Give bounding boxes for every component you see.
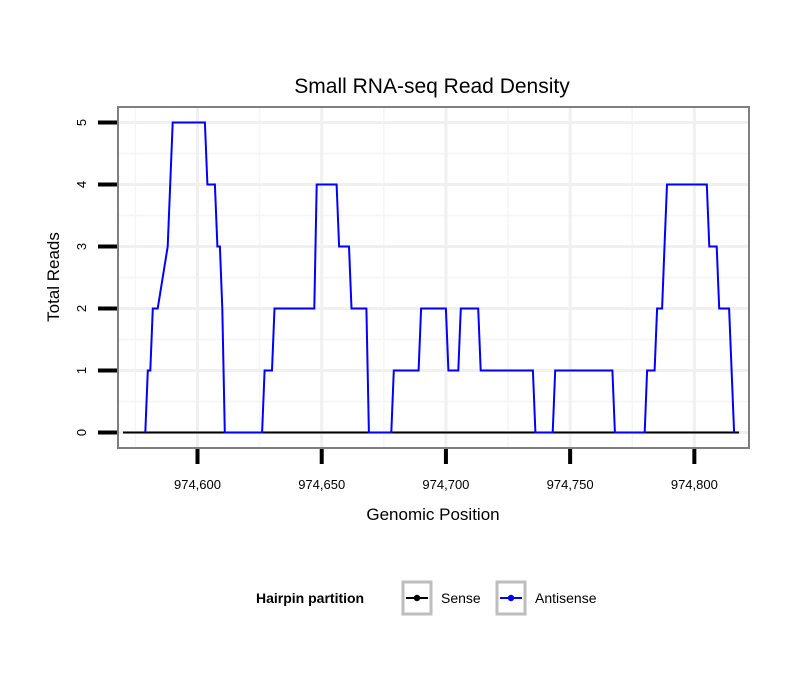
y-tick-label: 3 <box>74 243 89 250</box>
y-tick-label: 2 <box>74 305 89 312</box>
legend-item-sense: Sense <box>401 580 481 616</box>
legend: Hairpin partition Sense Antisense <box>256 580 597 616</box>
chart-title: Small RNA-seq Read Density <box>294 75 570 98</box>
y-axis-title: Total Reads <box>44 232 63 322</box>
data-series <box>123 121 740 434</box>
legend-point-antisense-icon <box>507 594 515 602</box>
plot-border <box>117 106 750 449</box>
y-tick-label: 5 <box>74 119 89 126</box>
x-tick-label: 974,650 <box>298 477 345 492</box>
y-tick-label: 0 <box>74 429 89 436</box>
legend-point-sense-icon <box>413 594 421 602</box>
y-tick-label: 1 <box>74 367 89 374</box>
legend-label-antisense: Antisense <box>535 590 597 606</box>
x-tick-label: 974,600 <box>174 477 221 492</box>
x-axis-title: Genomic Position <box>366 505 499 524</box>
x-axis: 974,600 974,650 974,700 974,750 974,800 <box>174 449 718 492</box>
y-axis: 0 1 2 3 4 5 <box>74 119 117 436</box>
legend-item-antisense: Antisense <box>495 580 597 616</box>
plot-panel <box>117 106 750 449</box>
x-tick-label: 974,750 <box>547 477 594 492</box>
y-tick-label: 4 <box>74 181 89 188</box>
x-tick-label: 974,700 <box>422 477 469 492</box>
legend-title: Hairpin partition <box>256 590 364 606</box>
series-line-antisense <box>144 121 736 434</box>
x-tick-label: 974,800 <box>671 477 718 492</box>
legend-label-sense: Sense <box>441 590 481 606</box>
